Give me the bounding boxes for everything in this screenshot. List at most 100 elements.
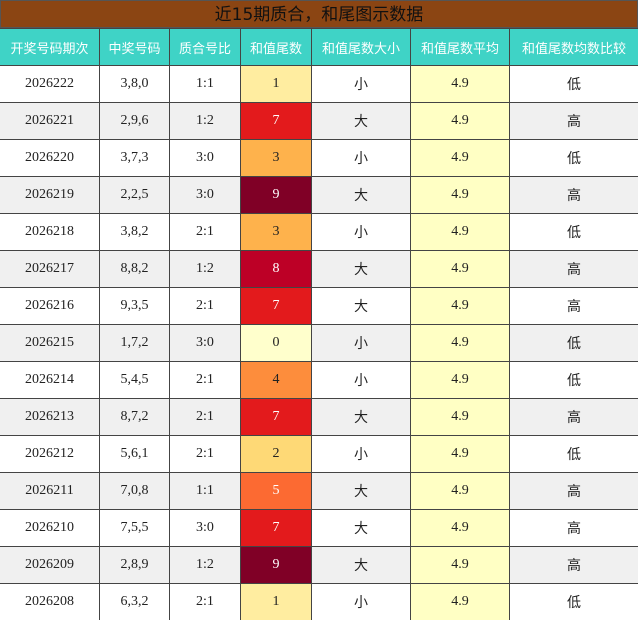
table-cell: 7,0,8	[100, 473, 169, 509]
table-cell: 1:1	[170, 473, 240, 509]
table-cell: 大	[312, 288, 410, 324]
table-cell: 4	[241, 362, 311, 398]
table-cell: 低	[510, 140, 638, 176]
table-cell: 小	[312, 436, 410, 472]
table-cell: 3	[241, 214, 311, 250]
table-cell: 低	[510, 214, 638, 250]
table-cell: 2	[241, 436, 311, 472]
table-cell: 高	[510, 177, 638, 213]
table-cell: 2,2,5	[100, 177, 169, 213]
table-cell: 2:1	[170, 399, 240, 435]
table-cell: 1	[241, 66, 311, 102]
table-cell: 8	[241, 251, 311, 287]
header-cell: 质合号比	[170, 29, 240, 65]
table-cell: 低	[510, 325, 638, 361]
header-cell: 和值尾数大小	[312, 29, 410, 65]
table-cell: 4.9	[411, 547, 509, 583]
table-cell: 5	[241, 473, 311, 509]
table-cell: 6,3,2	[100, 584, 169, 620]
table-cell: 小	[312, 584, 410, 620]
header-cell: 开奖号码期次	[0, 29, 99, 65]
table-cell: 小	[312, 362, 410, 398]
table-cell: 2026213	[0, 399, 99, 435]
table-cell: 3	[241, 140, 311, 176]
table-cell: 2026217	[0, 251, 99, 287]
table-cell: 8,7,2	[100, 399, 169, 435]
table-cell: 3,8,2	[100, 214, 169, 250]
table-cell: 7	[241, 510, 311, 546]
table-cell: 2026215	[0, 325, 99, 361]
table-cell: 大	[312, 103, 410, 139]
table-cell: 0	[241, 325, 311, 361]
table-cell: 低	[510, 362, 638, 398]
table-cell: 5,4,5	[100, 362, 169, 398]
table-cell: 大	[312, 510, 410, 546]
table-cell: 7,5,5	[100, 510, 169, 546]
table-cell: 2026209	[0, 547, 99, 583]
table-cell: 4.9	[411, 251, 509, 287]
table-cell: 2:1	[170, 436, 240, 472]
table-cell: 4.9	[411, 288, 509, 324]
table-cell: 2:1	[170, 288, 240, 324]
table-cell: 4.9	[411, 436, 509, 472]
table-cell: 2,8,9	[100, 547, 169, 583]
table-cell: 2:1	[170, 362, 240, 398]
table: 开奖号码期次 中奖号码 质合号比 和值尾数 和值尾数大小 和值尾数平均 和值尾数均数比较 20…	[0, 28, 638, 620]
table-cell: 2026220	[0, 140, 99, 176]
table-cell: 2:1	[170, 214, 240, 250]
table-cell: 5,6,1	[100, 436, 169, 472]
table-cell: 4.9	[411, 214, 509, 250]
header-cell: 和值尾数均数比较	[510, 29, 638, 65]
table-cell: 1:2	[170, 251, 240, 287]
title: 近15期质合，和尾图示数据	[0, 0, 638, 28]
table-cell: 高	[510, 399, 638, 435]
table-cell: 大	[312, 177, 410, 213]
table-cell: 4.9	[411, 325, 509, 361]
table-cell: 7	[241, 399, 311, 435]
table-cell: 2026222	[0, 66, 99, 102]
table-cell: 2,9,6	[100, 103, 169, 139]
table-cell: 高	[510, 510, 638, 546]
table-cell: 高	[510, 547, 638, 583]
table-cell: 2026216	[0, 288, 99, 324]
table-cell: 4.9	[411, 103, 509, 139]
table-cell: 2026212	[0, 436, 99, 472]
table-cell: 3:0	[170, 325, 240, 361]
table-cell: 2026219	[0, 177, 99, 213]
header-cell: 中奖号码	[100, 29, 169, 65]
table-cell: 4.9	[411, 584, 509, 620]
table-cell: 7	[241, 288, 311, 324]
header-cell: 和值尾数平均	[411, 29, 509, 65]
table-cell: 8,8,2	[100, 251, 169, 287]
table-cell: 大	[312, 547, 410, 583]
table-cell: 7	[241, 103, 311, 139]
table-cell: 2026218	[0, 214, 99, 250]
table-cell: 大	[312, 251, 410, 287]
table-cell: 1	[241, 584, 311, 620]
table-cell: 小	[312, 214, 410, 250]
table-cell: 低	[510, 584, 638, 620]
table-cell: 1:2	[170, 103, 240, 139]
table-cell: 4.9	[411, 177, 509, 213]
table-cell: 高	[510, 473, 638, 509]
table-cell: 2026210	[0, 510, 99, 546]
table-cell: 2026221	[0, 103, 99, 139]
table-cell: 3,7,3	[100, 140, 169, 176]
table-cell: 小	[312, 325, 410, 361]
table-cell: 3:0	[170, 140, 240, 176]
table-cell: 小	[312, 66, 410, 102]
table-cell: 9	[241, 177, 311, 213]
table-cell: 1:1	[170, 66, 240, 102]
table-cell: 3:0	[170, 177, 240, 213]
table-cell: 3,8,0	[100, 66, 169, 102]
table-cell: 2:1	[170, 584, 240, 620]
table-cell: 4.9	[411, 473, 509, 509]
table-cell: 4.9	[411, 66, 509, 102]
table-cell: 3:0	[170, 510, 240, 546]
table-cell: 9,3,5	[100, 288, 169, 324]
table-cell: 4.9	[411, 399, 509, 435]
table-cell: 小	[312, 140, 410, 176]
table-cell: 低	[510, 436, 638, 472]
table-cell: 2026214	[0, 362, 99, 398]
